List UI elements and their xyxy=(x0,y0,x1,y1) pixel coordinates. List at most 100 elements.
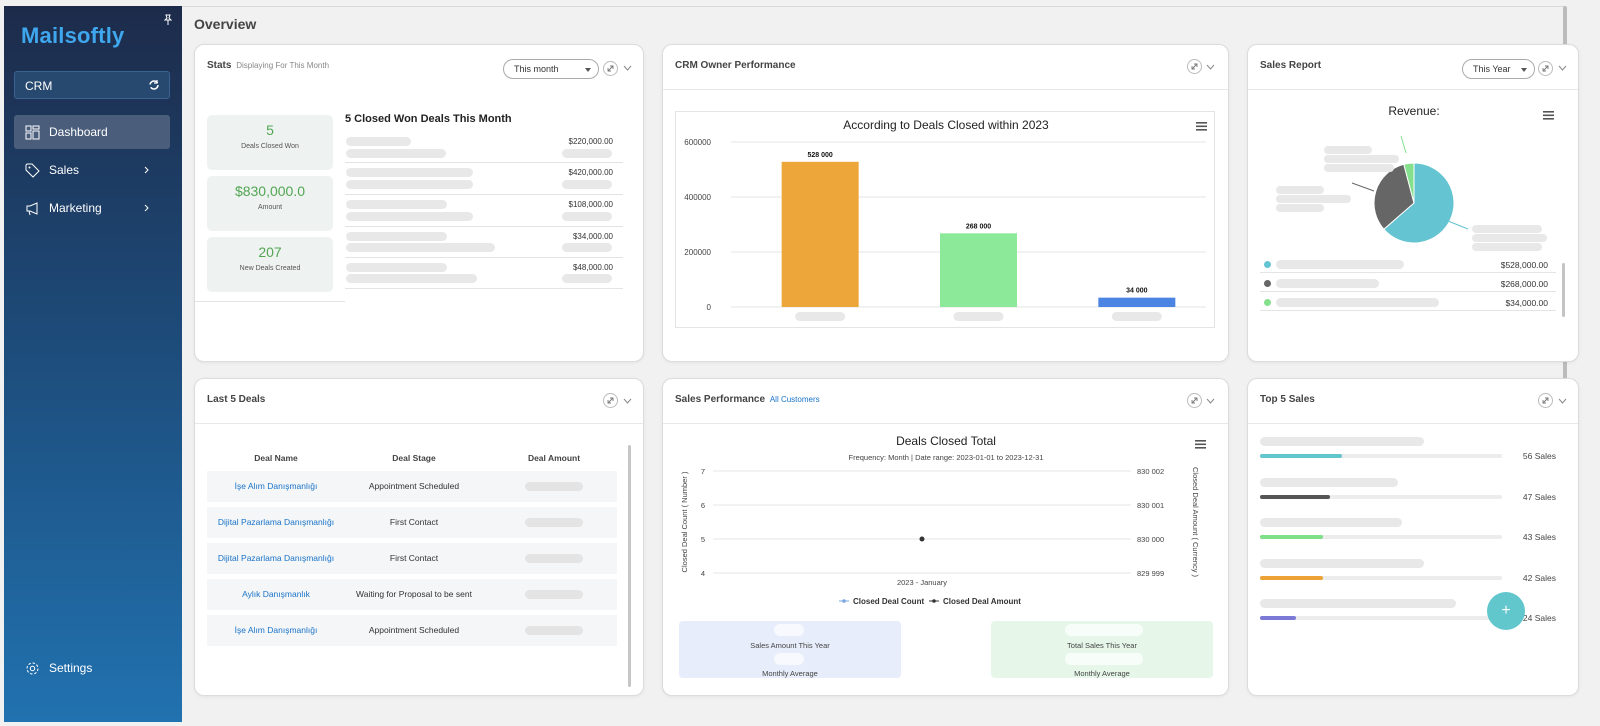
chevron-down-icon[interactable] xyxy=(1558,398,1567,404)
placeholder xyxy=(774,653,804,665)
line-chart: Deals Closed Total Frequency: Month | Da… xyxy=(680,434,1206,606)
legend-label[interactable]: Closed Deal Count xyxy=(853,597,924,606)
sales-progress-track xyxy=(1260,494,1502,499)
placeholder xyxy=(1065,653,1143,665)
deal-stage: Appointment Scheduled xyxy=(368,481,460,491)
card-divider xyxy=(663,423,1228,424)
period-select[interactable]: This Year xyxy=(1462,59,1535,79)
app-logo[interactable]: Mailsoftly xyxy=(21,23,125,48)
expand-button[interactable] xyxy=(1187,59,1202,74)
y-tick-label: 0 xyxy=(707,303,712,312)
deal-name-link[interactable]: İşe Alım Danışmanlığı xyxy=(234,625,318,635)
bar-value-label: 268 000 xyxy=(966,223,991,230)
sidebar-item-label: Dashboard xyxy=(49,125,108,139)
placeholder xyxy=(1472,243,1542,251)
table-scrollbar[interactable] xyxy=(628,445,631,687)
workspace-switcher[interactable]: CRM xyxy=(14,71,170,99)
stat-deals-closed-won: 5 Deals Closed Won xyxy=(207,115,333,170)
expand-button[interactable] xyxy=(603,61,618,76)
deal-amount-placeholder xyxy=(525,626,583,635)
y-tick-label: 400000 xyxy=(684,193,711,202)
sidebar-item-marketing[interactable]: Marketing xyxy=(14,191,170,225)
column-header[interactable]: Deal Amount xyxy=(527,453,581,463)
legend-marker xyxy=(1264,299,1271,306)
deal-name-link[interactable]: Dijital Pazarlama Danışmanlığı xyxy=(217,553,335,563)
legend-value: $268,000.00 xyxy=(1500,279,1548,289)
card-title: CRM Owner Performance xyxy=(675,60,796,71)
sales-count: 47 Sales xyxy=(1522,491,1556,502)
bar[interactable] xyxy=(1098,297,1176,307)
card-divider xyxy=(195,423,643,424)
expand-button[interactable] xyxy=(603,393,618,408)
data-point[interactable] xyxy=(919,536,925,542)
deal-amount: $34,000.00 xyxy=(572,232,613,241)
chevron-down-icon[interactable] xyxy=(1558,65,1567,71)
placeholder xyxy=(562,212,612,221)
table-row[interactable]: İşe Alım Danışmanlığı Appointment Schedul… xyxy=(207,471,617,502)
y-right-tick-label: 830 000 xyxy=(1137,535,1164,544)
expand-button[interactable] xyxy=(1538,61,1553,76)
expand-icon xyxy=(607,65,614,72)
pie-slice[interactable] xyxy=(1373,163,1415,230)
placeholder xyxy=(562,274,612,283)
sidebar-item-dashboard[interactable]: Dashboard xyxy=(14,115,170,149)
expand-icon xyxy=(1191,63,1198,70)
sync-icon[interactable] xyxy=(148,79,160,91)
chevron-down-icon[interactable] xyxy=(1206,64,1215,70)
menu-icon[interactable] xyxy=(1196,122,1207,131)
table-row[interactable]: İşe Alım Danışmanlığı Appointment Schedul… xyxy=(207,615,617,646)
table-row[interactable]: Dijital Pazarlama Danışmanlığı First Cont… xyxy=(207,543,617,574)
placeholder xyxy=(1260,518,1402,527)
sidebar-item-sales[interactable]: Sales xyxy=(14,153,170,187)
sales-progress-fill xyxy=(1260,575,1323,580)
deal-name-link[interactable]: Dijital Pazarlama Danışmanlığı xyxy=(217,517,335,527)
deal-name-link[interactable]: İşe Alım Danışmanlığı xyxy=(234,481,318,491)
pin-icon[interactable] xyxy=(162,14,174,26)
column-header[interactable]: Deal Stage xyxy=(392,453,436,463)
expand-button[interactable] xyxy=(1187,393,1202,408)
pie-slice[interactable] xyxy=(1403,162,1415,204)
placeholder xyxy=(1065,624,1143,636)
chevron-down-icon[interactable] xyxy=(623,398,632,404)
expand-icon xyxy=(1191,397,1198,404)
placeholder xyxy=(1260,437,1424,446)
top-border xyxy=(182,6,1566,7)
divider xyxy=(1260,310,1556,311)
deal-name-link[interactable]: Aylık Danışmanlık xyxy=(242,589,310,599)
table-row[interactable]: Dijital Pazarlama Danışmanlığı First Cont… xyxy=(207,507,617,538)
table-row[interactable]: Aylık Danışmanlık Waiting for Proposal to… xyxy=(207,579,617,610)
stat-value: 207 xyxy=(258,244,282,260)
pie-slice[interactable] xyxy=(1383,162,1455,244)
y-left-tick-label: 4 xyxy=(701,569,705,578)
chevron-down-icon[interactable] xyxy=(1206,398,1215,404)
sales-amount-box: Sales Amount This Year Monthly Average xyxy=(679,621,901,678)
menu-icon[interactable] xyxy=(1543,111,1554,120)
bar[interactable] xyxy=(781,161,859,307)
divider xyxy=(195,301,345,302)
x-tick-placeholder xyxy=(1111,312,1162,321)
add-button[interactable]: + xyxy=(1487,592,1525,630)
placeholder xyxy=(346,232,447,241)
menu-icon[interactable] xyxy=(1195,440,1206,449)
legend-marker xyxy=(1264,280,1271,287)
column-header[interactable]: Deal Name xyxy=(254,453,298,463)
stat-new-deals: 207 New Deals Created xyxy=(207,237,333,292)
placeholder xyxy=(1276,298,1439,307)
sidebar-item-label: Sales xyxy=(49,163,80,177)
bar[interactable] xyxy=(940,233,1017,307)
expand-icon xyxy=(1542,397,1549,404)
placeholder xyxy=(1276,186,1324,194)
customer-filter-link[interactable]: All Customers xyxy=(769,395,820,404)
placeholder xyxy=(562,180,612,189)
expand-button[interactable] xyxy=(1538,393,1553,408)
chevron-down-icon[interactable] xyxy=(623,65,632,71)
period-select[interactable]: This month xyxy=(503,59,599,79)
legend-scrollbar[interactable] xyxy=(1562,263,1565,317)
sidebar-item-settings[interactable]: Settings xyxy=(14,651,170,685)
placeholder xyxy=(346,168,473,177)
card-title: Sales Performance All Customers xyxy=(675,394,820,405)
placeholder xyxy=(774,624,804,636)
divider xyxy=(345,162,623,163)
legend-label[interactable]: Closed Deal Amount xyxy=(943,597,1021,606)
info-label: Sales Amount This Year xyxy=(750,641,830,650)
